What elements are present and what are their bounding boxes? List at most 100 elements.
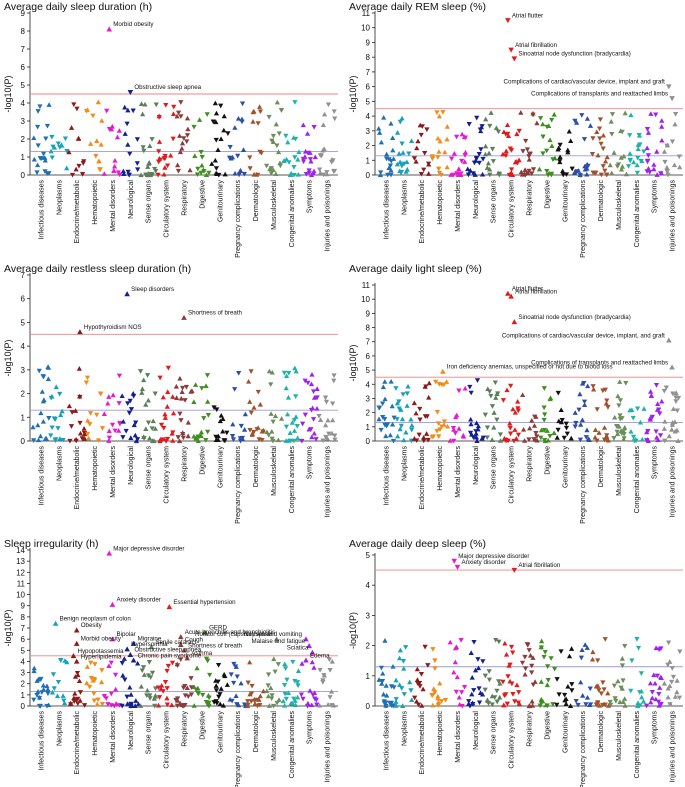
x-category-label: Circulatory system (164, 180, 171, 238)
phenotype-point (132, 432, 138, 438)
phenotype-point (573, 420, 579, 426)
phenotype-point (557, 154, 563, 160)
phenotype-point (388, 167, 394, 173)
phenotype-point (475, 423, 481, 429)
phenotype-point (35, 437, 42, 443)
phenotype-point (75, 672, 81, 678)
phenotype-point (213, 699, 219, 704)
phenotype-point (170, 438, 176, 443)
phenotype-point (90, 113, 96, 119)
phenotype-point (612, 414, 618, 420)
phenotype-point (666, 433, 672, 439)
x-category-label: Respiratory (182, 446, 189, 482)
phenotype-point (110, 392, 116, 398)
panel-5: Sleep irregularity (h)-log10(P)012345678… (3, 538, 338, 787)
x-category-label: Dermatologic (253, 711, 260, 753)
phenotype-point (486, 150, 492, 156)
phenotype-point (287, 430, 293, 435)
phenotype-point (555, 390, 561, 396)
phenotype-point (116, 128, 122, 133)
phenotype-point (255, 172, 261, 178)
phenotype-point (604, 398, 610, 404)
phenotype-point (119, 393, 125, 399)
phenotype-point (508, 644, 515, 650)
phenotype-point (614, 429, 620, 435)
significant-point (130, 640, 137, 646)
phenotype-point (414, 438, 420, 444)
significant-point (130, 657, 137, 663)
phenotype-point (467, 430, 474, 436)
phenotype-point (435, 135, 441, 141)
phenotype-point (673, 395, 679, 400)
phenotype-point (409, 422, 415, 428)
phenotype-point (601, 687, 607, 693)
phenotype-point (269, 693, 275, 698)
panel-title: Average daily deep sleep (%) (349, 538, 486, 550)
phenotype-point (213, 434, 219, 440)
phenotype-point (310, 417, 317, 422)
phenotype-point (169, 702, 175, 708)
phenotype-point (49, 425, 55, 431)
phenotype-point (673, 390, 679, 395)
phenotype-point (449, 156, 455, 162)
phenotype-point (586, 437, 592, 442)
phenotype-point (245, 699, 251, 704)
phenotype-point (548, 172, 554, 178)
phenotype-point (484, 425, 491, 431)
phenotype-point (71, 102, 77, 108)
phenotype-point (277, 163, 283, 169)
phenotype-point (179, 385, 186, 391)
phenotype-point (609, 170, 615, 176)
phenotype-point (275, 662, 281, 667)
phenotype-point (483, 143, 489, 149)
phenotype-point (400, 659, 407, 664)
phenotype-point (383, 156, 390, 162)
phenotype-point (179, 145, 185, 151)
phenotype-point (460, 433, 467, 439)
phenotype-point (247, 155, 253, 161)
phenotype-point (221, 671, 227, 677)
phenotype-point (494, 391, 500, 396)
phenotype-point (91, 698, 97, 704)
phenotype-point (156, 149, 162, 154)
phenotype-point (418, 671, 425, 677)
phenotype-point (140, 665, 147, 670)
phenotype-point (587, 686, 593, 692)
phenotype-point (520, 426, 527, 432)
phenotype-point (226, 155, 233, 161)
phenotype-point (278, 108, 285, 113)
phenotype-point (507, 420, 513, 426)
phenotype-point (251, 404, 257, 410)
phenotype-point (116, 373, 123, 379)
phenotype-point (470, 171, 476, 176)
phenotype-point (432, 690, 438, 696)
phenotype-point (537, 116, 544, 121)
phenotype-point (141, 148, 147, 154)
x-category-label: Injuries and poisonings (670, 180, 677, 252)
phenotype-point (51, 416, 57, 422)
phenotype-point (398, 169, 405, 175)
phenotype-point (116, 428, 122, 433)
phenotype-point (547, 433, 553, 439)
phenotype-point (663, 385, 669, 391)
phenotype-point (266, 368, 272, 374)
phenotype-point (278, 416, 285, 421)
phenotype-point (456, 694, 462, 700)
phenotype-point (627, 150, 633, 156)
panel-title: Average daily light sleep (%) (349, 263, 482, 275)
phenotype-point (659, 398, 665, 404)
phenotype-point (435, 699, 442, 705)
y-tick-label: 0 (21, 437, 26, 446)
significant-point (451, 558, 458, 564)
phenotype-point (259, 428, 265, 434)
x-category-label: Injuries and poisonings (325, 711, 332, 783)
phenotype-point (57, 436, 63, 441)
phenotype-point (37, 104, 43, 110)
phenotype-point (60, 693, 66, 698)
phenotype-point (330, 401, 336, 407)
phenotype-point (295, 156, 301, 162)
phenotype-point (602, 702, 608, 708)
phenotype-point (241, 171, 247, 177)
phenotype-point (331, 169, 337, 174)
phenotype-point (621, 436, 627, 441)
